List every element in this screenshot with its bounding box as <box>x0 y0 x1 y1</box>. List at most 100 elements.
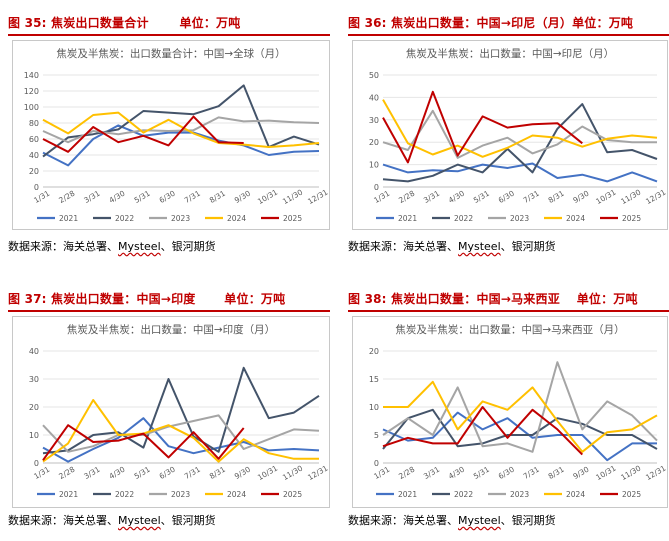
series-line-2025 <box>42 424 245 461</box>
x-tick-label: 9/30 <box>233 189 252 205</box>
y-tick-label: 40 <box>29 347 39 356</box>
y-tick-label: 60 <box>29 135 39 144</box>
y-tick-label: 30 <box>29 375 39 384</box>
series-line-2021 <box>42 124 320 167</box>
x-tick-label: 3/31 <box>82 465 101 481</box>
x-tick-label: 8/31 <box>208 465 227 481</box>
source-note: 数据来源：海关总署、Mysteel、银河期货 <box>348 514 556 527</box>
series-line-2025 <box>382 90 583 164</box>
x-tick-label: 4/30 <box>107 189 126 205</box>
legend-label: 2022 <box>115 214 134 223</box>
legend-label: 2021 <box>59 490 78 499</box>
y-tick-label: 10 <box>369 403 379 412</box>
x-tick-label: 7/31 <box>522 189 541 205</box>
x-tick-label: 3/31 <box>422 465 441 481</box>
panel-fig36: 图 36: 焦炭出口数量：中国→印尼（月）单位：万吨 焦炭及半焦炭：出口数量：中… <box>340 14 669 254</box>
x-tick-label: 11/30 <box>619 463 642 482</box>
x-tick-label: 8/31 <box>547 465 566 481</box>
figure-label: 图 37: 焦炭出口数量：中国→印度 <box>8 292 196 306</box>
series-line-2024 <box>383 380 658 453</box>
x-tick-label: 12/31 <box>644 463 667 482</box>
x-tick-label: 12/31 <box>306 463 329 482</box>
y-tick-label: 20 <box>29 167 39 176</box>
x-tick-label: 6/30 <box>497 189 516 205</box>
y-tick-label: 80 <box>29 119 39 128</box>
x-tick-label: 2/28 <box>57 465 76 481</box>
chart-frame: 焦炭及半焦炭：出口数量：中国→马来西亚（月） 0 5 10 15 20 1/31 2/28 3/… <box>352 316 668 508</box>
legend-label: 2025 <box>283 214 302 223</box>
series-line-2021 <box>42 417 320 463</box>
series-line-2024 <box>42 111 320 148</box>
x-tick-label: 3/31 <box>422 189 441 205</box>
series-line-2022 <box>42 84 320 158</box>
x-tick-label: 8/31 <box>208 189 227 205</box>
legend-label: 2025 <box>622 490 641 499</box>
source-note: 数据来源：海关总署、Mysteel、银河期货 <box>8 514 216 527</box>
y-tick-label: 0 <box>34 459 39 468</box>
legend-label: 2023 <box>171 490 190 499</box>
title-rule <box>348 34 669 36</box>
figure-label: 图 35: 焦炭出口数量合计 <box>8 16 149 30</box>
x-tick-label: 7/31 <box>522 465 541 481</box>
legend-label: 2022 <box>115 490 134 499</box>
legend-label: 2021 <box>398 490 417 499</box>
unit-label: 单位：万吨 <box>224 292 286 306</box>
source-note: 数据来源：海关总署、Mysteel、银河期货 <box>8 240 216 253</box>
unit-label: 单位：万吨 <box>576 292 638 306</box>
y-tick-label: 20 <box>369 138 379 147</box>
x-tick-label: 5/31 <box>133 189 152 205</box>
y-tick-label: 20 <box>29 403 39 412</box>
x-tick-label: 6/30 <box>158 465 177 481</box>
legend-label: 2021 <box>59 214 78 223</box>
legend-label: 2022 <box>454 490 473 499</box>
series-line-2023 <box>382 361 658 453</box>
line-chart: 焦炭及半焦炭：出口数量合计：中国→全球（月） 0 20 40 60 80 100 120 140… <box>24 47 329 223</box>
y-tick-label: 120 <box>24 87 39 96</box>
x-tick-label: 4/30 <box>107 465 126 481</box>
x-tick-label: 6/30 <box>158 189 177 205</box>
legend-label: 2024 <box>566 214 585 223</box>
x-tick-label: 10/31 <box>594 463 617 482</box>
y-tick-label: 50 <box>369 71 379 80</box>
x-tick-label: 2/28 <box>397 189 416 205</box>
x-tick-label: 6/30 <box>497 465 516 481</box>
y-tick-label: 40 <box>369 93 379 102</box>
y-tick-label: 140 <box>24 71 39 80</box>
title-rule <box>348 310 669 312</box>
panel-fig35: 图 35: 焦炭出口数量合计 单位：万吨 焦炭及半焦炭：出口数量合计：中国→全球… <box>0 14 330 254</box>
x-tick-label: 2/28 <box>397 465 416 481</box>
x-tick-label: 11/30 <box>619 187 642 206</box>
chart-title: 焦炭及半焦炭：出口数量：中国→马来西亚（月） <box>395 323 624 336</box>
figure-title: 图 35: 焦炭出口数量合计 单位：万吨 <box>8 14 240 31</box>
y-tick-label: 15 <box>369 375 379 384</box>
y-tick-label: 100 <box>24 103 39 112</box>
y-tick-label: 20 <box>369 347 379 356</box>
x-tick-label: 9/30 <box>233 465 252 481</box>
y-tick-label: 10 <box>369 161 379 170</box>
title-rule <box>8 310 330 312</box>
figure-label: 图 36: 焦炭出口数量：中国→印尼（月）单位：万吨 <box>348 16 634 30</box>
series-line-2025 <box>42 115 244 153</box>
figure-label: 图 38: 焦炭出口数量：中国→马来西亚 <box>348 292 560 306</box>
legend-label: 2025 <box>283 490 302 499</box>
chart-title: 焦炭及半焦炭：出口数量：中国→印度（月） <box>67 323 275 336</box>
x-tick-label: 11/30 <box>281 187 304 206</box>
y-tick-label: 5 <box>374 431 379 440</box>
x-tick-label: 7/31 <box>183 189 202 205</box>
series-line-2022 <box>382 408 658 450</box>
chart-frame: 焦炭及半焦炭：出口数量：中国→印尼（月） 0 10 20 30 40 50 1/31 2/28 3… <box>352 40 668 230</box>
y-tick-label: 10 <box>29 431 39 440</box>
x-tick-label: 10/31 <box>256 463 279 482</box>
x-tick-label: 12/31 <box>644 187 667 206</box>
legend-label: 2024 <box>227 214 246 223</box>
y-tick-label: 0 <box>374 459 379 468</box>
x-tick-label: 9/30 <box>571 189 590 205</box>
unit-label: 单位：万吨 <box>179 16 241 30</box>
series-line-2024 <box>42 399 319 463</box>
x-tick-label: 4/30 <box>447 465 466 481</box>
x-tick-label: 7/31 <box>183 465 202 481</box>
chart-frame: 焦炭及半焦炭：出口数量：中国→印度（月） 0 10 20 30 40 1/31 2/28 3/3… <box>12 316 330 508</box>
series-line-2021 <box>382 162 658 183</box>
legend-label: 2024 <box>566 490 585 499</box>
